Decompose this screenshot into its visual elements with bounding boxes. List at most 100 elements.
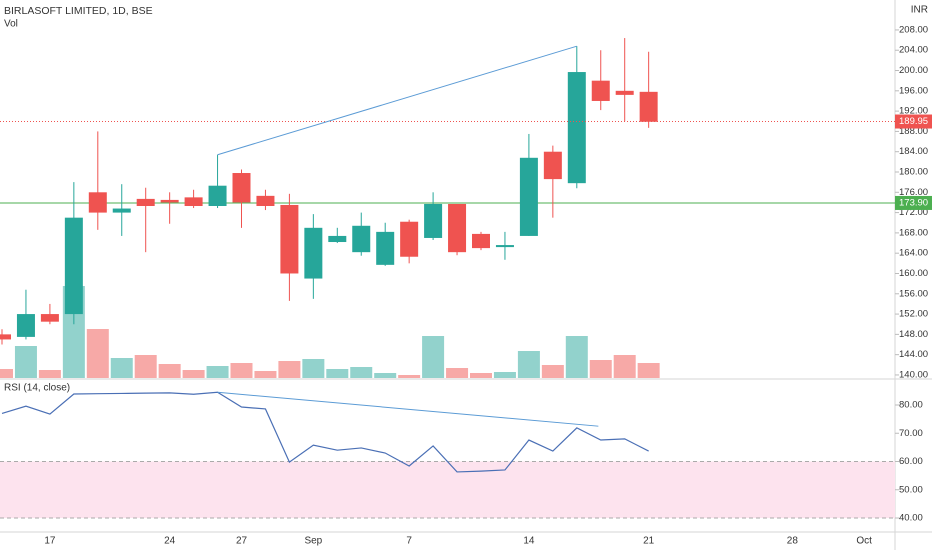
y-tick-label: 172.00 xyxy=(899,207,928,218)
candle-body xyxy=(112,208,131,213)
volume-bar xyxy=(422,336,445,378)
volume-bar xyxy=(110,358,133,378)
candle-body xyxy=(615,90,634,95)
y-tick-label: 196.00 xyxy=(899,85,928,96)
candle-body xyxy=(376,231,395,265)
candle-body xyxy=(352,225,371,253)
volume-bar xyxy=(374,373,397,378)
y-tick-label: 156.00 xyxy=(899,288,928,299)
candle-body xyxy=(639,91,658,122)
y-tick-label: 204.00 xyxy=(899,45,928,56)
volume-bar xyxy=(158,364,181,378)
candle-body xyxy=(0,334,11,340)
y-tick-label: 152.00 xyxy=(899,309,928,320)
y-tick-label: 40.00 xyxy=(899,513,923,524)
volume-bar xyxy=(326,369,349,378)
candle-body xyxy=(208,185,227,206)
volume-bar xyxy=(254,371,277,378)
candle-body xyxy=(472,233,490,249)
candle-body xyxy=(232,173,251,203)
y-tick-label: 144.00 xyxy=(899,349,928,360)
volume-bar xyxy=(517,351,540,378)
price-label: 173.90 xyxy=(899,197,928,208)
y-tick-label: 140.00 xyxy=(899,369,928,380)
volume-bar xyxy=(182,370,205,378)
price-label-box xyxy=(895,114,932,129)
y-tick-label: 188.00 xyxy=(899,126,928,137)
volume-bar xyxy=(206,366,229,378)
y-tick-label: 192.00 xyxy=(899,106,928,117)
y-tick-label: 70.00 xyxy=(899,428,923,439)
price-label: 189.95 xyxy=(899,116,928,127)
candle-body xyxy=(136,198,155,206)
volume-bar xyxy=(302,359,325,378)
x-tick-label: Oct xyxy=(856,536,872,547)
chart-title: BIRLASOFT LIMITED, 1D, BSE xyxy=(4,5,153,17)
y-tick-label: 184.00 xyxy=(899,146,928,157)
trend-line xyxy=(217,391,599,427)
candle-body xyxy=(448,203,467,253)
candle-body xyxy=(328,235,347,243)
candle-body xyxy=(280,204,299,274)
rsi-title: RSI (14, close) xyxy=(4,383,70,394)
volume-bar xyxy=(446,368,469,378)
trend-line xyxy=(217,45,577,156)
candle-body xyxy=(543,151,562,180)
rsi-band xyxy=(0,461,895,518)
volume-label: Vol xyxy=(4,19,18,30)
y-tick-label: 148.00 xyxy=(899,329,928,340)
candle-body xyxy=(591,80,610,101)
volume-bar xyxy=(0,369,13,378)
x-tick-label: 27 xyxy=(236,536,248,547)
candle-body xyxy=(304,227,323,279)
x-tick-label: 17 xyxy=(44,536,56,547)
volume-bar xyxy=(86,329,109,378)
y-tick-label: 60.00 xyxy=(899,456,923,467)
candle-body xyxy=(495,245,514,248)
volume-bar xyxy=(637,363,660,378)
candle-body xyxy=(64,217,83,315)
candle-body xyxy=(256,195,275,206)
x-tick-label: 14 xyxy=(523,536,535,547)
x-tick-label: 21 xyxy=(643,536,655,547)
y-tick-label: 180.00 xyxy=(899,167,928,178)
volume-bar xyxy=(470,373,492,378)
volume-bar xyxy=(350,367,373,378)
volume-bar xyxy=(38,370,61,378)
y-tick-label: 164.00 xyxy=(899,248,928,259)
volume-bar xyxy=(565,336,588,378)
volume-bar xyxy=(14,346,37,378)
volume-bar xyxy=(589,360,612,378)
y-tick-label: 200.00 xyxy=(899,65,928,76)
volume-bar xyxy=(230,363,253,378)
y-tick-label: 160.00 xyxy=(899,268,928,279)
candle-body xyxy=(400,221,419,257)
candle-body xyxy=(184,197,203,206)
x-tick-label: Sep xyxy=(304,536,322,547)
volume-bar xyxy=(613,355,636,378)
currency: INR xyxy=(911,5,928,16)
candle-body xyxy=(567,72,586,184)
y-tick-label: 176.00 xyxy=(899,187,928,198)
x-tick-label: 28 xyxy=(787,536,799,547)
volume-bar xyxy=(541,365,564,378)
volume-bar xyxy=(398,375,421,378)
candle-body xyxy=(424,203,443,238)
candle-body xyxy=(160,199,179,203)
volume-bar xyxy=(134,355,157,378)
volume-bar xyxy=(278,361,301,378)
y-tick-label: 50.00 xyxy=(899,484,923,495)
price-label-box xyxy=(895,195,932,210)
rsi-line xyxy=(1,391,649,473)
y-tick-label: 80.00 xyxy=(899,400,923,411)
candle-body xyxy=(16,314,35,337)
volume-bar xyxy=(493,372,516,378)
x-tick-label: 24 xyxy=(164,536,176,547)
candle-body xyxy=(88,192,107,213)
y-tick-label: 168.00 xyxy=(899,227,928,238)
candle-body xyxy=(40,314,59,322)
candle-body xyxy=(519,157,538,236)
